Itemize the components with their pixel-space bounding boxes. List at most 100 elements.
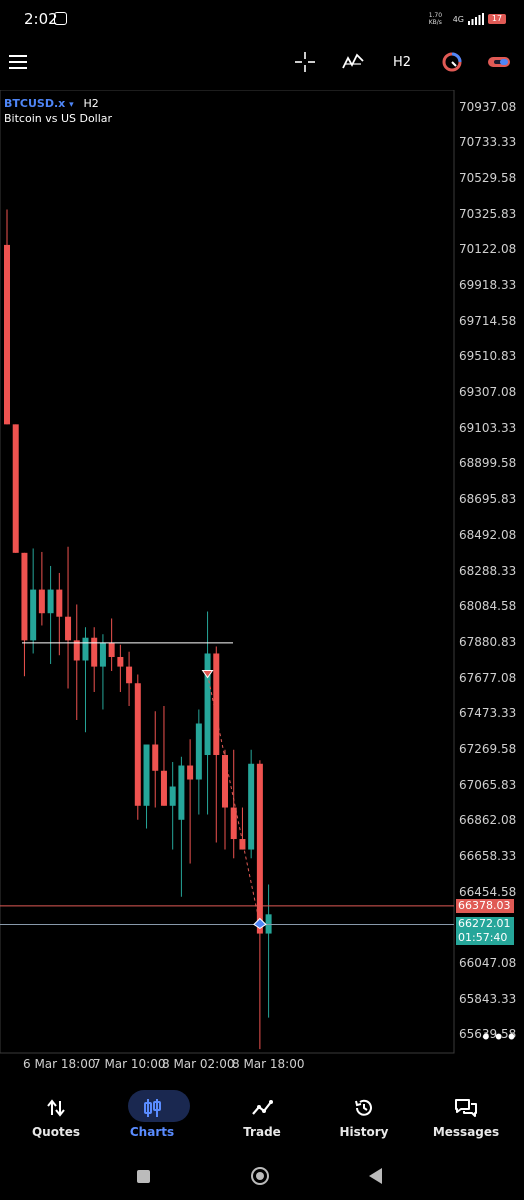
- bottom-navigation: Quotes Charts Trade History Messages: [0, 1082, 524, 1152]
- price-tick-label: 69918.33: [459, 278, 517, 293]
- nav-trade[interactable]: Trade: [210, 1082, 314, 1152]
- price-tick-label: 68899.58: [459, 456, 517, 471]
- candle: [160, 705, 167, 806]
- candle-body: [195, 723, 202, 780]
- price-tick-label: 68288.33: [459, 563, 517, 578]
- chart-frame: [0, 90, 455, 1054]
- candle: [73, 604, 80, 721]
- candle-body: [82, 637, 89, 661]
- recents-button[interactable]: [137, 1170, 150, 1183]
- nav-history[interactable]: History: [312, 1082, 416, 1152]
- time-tick-label: 7 Mar 10:00: [93, 1057, 166, 1071]
- candle-body: [12, 424, 19, 553]
- candle: [38, 551, 45, 626]
- candle: [56, 572, 63, 656]
- candle: [134, 674, 141, 820]
- candle-body: [265, 914, 272, 934]
- candle: [230, 749, 237, 859]
- bid-price-tag: 66378.03: [456, 898, 514, 913]
- messages-icon: [455, 1099, 477, 1117]
- candle-body: [187, 765, 194, 780]
- crosshair-button[interactable]: [292, 48, 318, 76]
- candle: [99, 634, 106, 710]
- candle: [178, 756, 185, 897]
- price-tick-label: 69510.83: [459, 349, 517, 364]
- candle-body: [21, 552, 28, 641]
- candle: [65, 546, 72, 689]
- nav-charts[interactable]: Charts: [100, 1082, 204, 1152]
- candle-body: [178, 765, 185, 820]
- candle-body: [230, 807, 237, 840]
- price-tick-label: 66454.58: [459, 884, 517, 899]
- candle-body: [239, 839, 246, 850]
- candle: [21, 552, 28, 677]
- candle-body: [134, 683, 141, 806]
- candle-body: [213, 653, 220, 756]
- nav-history-label: History: [339, 1125, 389, 1139]
- price-tick-label: 70937.08: [459, 99, 517, 114]
- price-tick-label: 67880.83: [459, 634, 517, 649]
- trade-circle-button[interactable]: [440, 48, 464, 76]
- candle: [30, 548, 37, 654]
- price-tick-label: 70325.83: [459, 206, 517, 221]
- price-tick-label: 69714.58: [459, 313, 517, 328]
- candle: [117, 644, 124, 692]
- candle: [82, 627, 89, 733]
- candle-body: [222, 755, 228, 808]
- candle-body: [65, 616, 72, 641]
- price-tick-label: 70122.08: [459, 242, 517, 257]
- candle-body: [91, 637, 98, 667]
- candle-body: [204, 653, 211, 756]
- hamburger-icon: [9, 55, 27, 69]
- symbol-name: BTCUSD.x: [4, 97, 66, 110]
- signal-icon: [468, 13, 484, 25]
- candle-body: [73, 640, 80, 661]
- symbol-description: Bitcoin vs US Dollar: [4, 112, 113, 125]
- timeframe-button[interactable]: H2: [392, 54, 412, 70]
- trade-connector-line: [207, 674, 261, 925]
- price-tick-label: 67677.08: [459, 670, 517, 685]
- home-button[interactable]: [251, 1167, 269, 1185]
- indicators-button[interactable]: [340, 48, 366, 76]
- quotes-arrows-icon: [47, 1099, 65, 1117]
- nav-messages[interactable]: Messages: [414, 1082, 518, 1152]
- nav-charts-label: Charts: [129, 1125, 175, 1139]
- account-link-button[interactable]: [486, 48, 512, 76]
- candle-body: [256, 763, 263, 934]
- nav-trade-label: Trade: [243, 1125, 281, 1139]
- candle: [265, 884, 272, 1018]
- price-tick-label: 65639.58: [459, 1027, 517, 1042]
- candle-body: [99, 642, 106, 667]
- candle-body: [169, 786, 176, 806]
- price-tick-label: 66047.08: [459, 955, 517, 970]
- clock-app-icon: [54, 12, 67, 25]
- more-options-button[interactable]: •••: [480, 1025, 519, 1049]
- nav-quotes[interactable]: Quotes: [4, 1082, 108, 1152]
- back-button[interactable]: [369, 1168, 383, 1184]
- price-tick-label: 69307.08: [459, 385, 517, 400]
- candle-body: [38, 589, 45, 614]
- candle: [195, 709, 202, 815]
- price-tick-label: 68695.83: [459, 492, 517, 507]
- network-type: 4G: [452, 14, 464, 24]
- price-chart[interactable]: [0, 90, 524, 1080]
- symbol-selector[interactable]: BTCUSD.x ▾ H2: [4, 97, 99, 110]
- price-tick-label: 66862.08: [459, 813, 517, 828]
- price-tick-label: 67065.83: [459, 777, 517, 792]
- status-bar: 2:02 1.70 KB/s 4G 17: [0, 0, 524, 38]
- trade-line-icon: [252, 1100, 273, 1115]
- chart-toolbar: H2: [0, 38, 524, 88]
- hamburger-menu-button[interactable]: [8, 48, 30, 76]
- time-tick-label: 6 Mar 18:00: [23, 1057, 96, 1071]
- trade-circle-icon: [442, 52, 462, 72]
- price-tick-label: 67473.33: [459, 706, 517, 721]
- price-tick-label: 70529.58: [459, 171, 517, 186]
- candle-body: [152, 744, 159, 771]
- candle-body: [117, 656, 124, 667]
- price-tick-label: 68492.08: [459, 527, 517, 542]
- network-speed: 1.70 KB/s: [428, 12, 443, 26]
- candle: [152, 711, 159, 808]
- ask-price: 66272.01: [458, 917, 511, 931]
- sell-arrow-icon: [201, 669, 214, 679]
- price-tick-label: 68084.58: [459, 599, 517, 614]
